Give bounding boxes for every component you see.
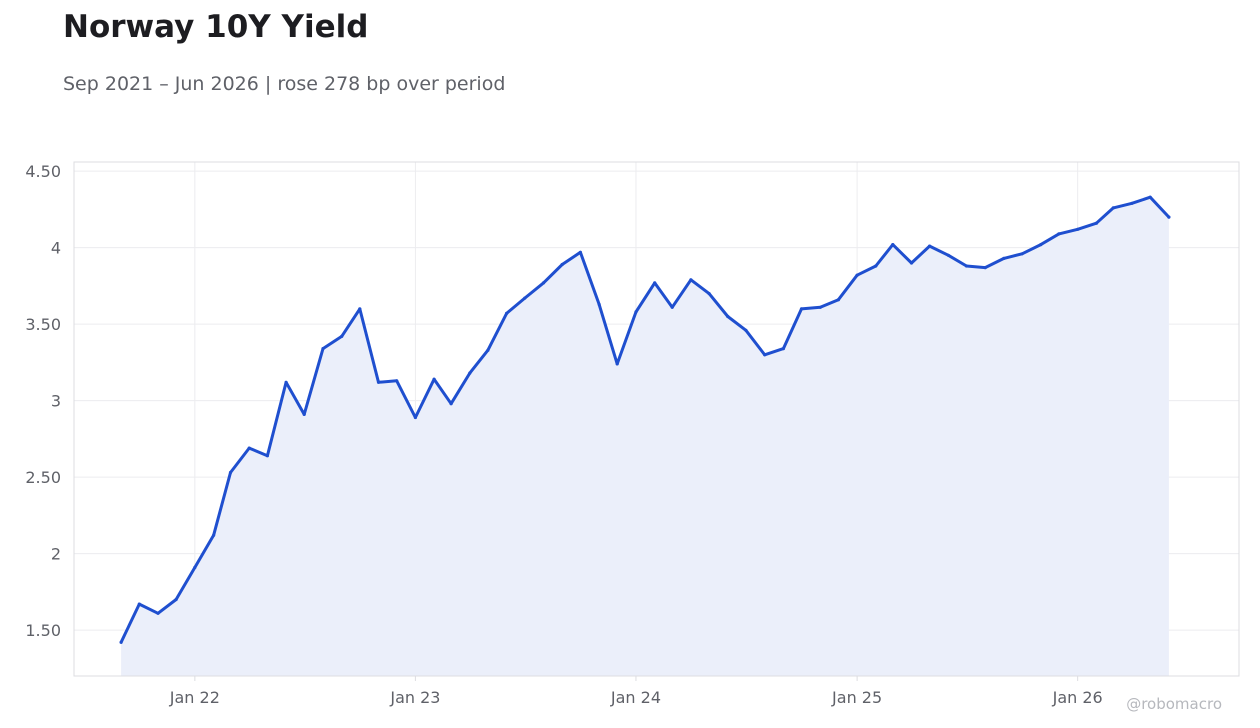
y-tick-label: 2.50 — [25, 468, 61, 487]
series-area — [121, 197, 1169, 676]
data-point — [413, 415, 417, 420]
data-point — [265, 454, 269, 458]
data-point — [909, 261, 914, 265]
data-point — [634, 310, 638, 314]
data-point — [670, 305, 674, 309]
data-point — [1130, 201, 1134, 205]
data-point — [1111, 206, 1115, 210]
data-point — [744, 328, 748, 332]
data-point — [340, 334, 344, 338]
data-point — [763, 353, 767, 357]
x-tick-label: Jan 26 — [1052, 688, 1103, 707]
data-point — [174, 597, 178, 602]
chart-subtitle: Sep 2021 – Jun 2026 | rose 278 bp over p… — [63, 73, 506, 95]
data-point — [653, 281, 657, 285]
data-point — [836, 298, 841, 302]
data-point — [486, 348, 490, 352]
data-point — [247, 446, 251, 450]
x-tick-label: Jan 25 — [831, 688, 882, 707]
plot-frame — [73, 161, 1240, 677]
y-tick-label: 3 — [51, 392, 61, 411]
data-point — [689, 278, 693, 282]
data-point — [707, 292, 711, 296]
data-point — [964, 264, 969, 268]
data-point — [376, 380, 381, 384]
data-point — [119, 640, 123, 644]
data-point — [891, 243, 895, 247]
data-point — [523, 296, 527, 300]
x-tick-label: Jan 22 — [169, 688, 220, 707]
data-point — [1002, 256, 1006, 260]
data-point — [928, 244, 932, 248]
series-line — [119, 195, 1171, 644]
data-point — [284, 380, 288, 384]
data-point — [946, 253, 951, 257]
y-tick-label: 2 — [51, 545, 61, 564]
data-point — [1148, 195, 1152, 199]
y-tick-label: 1.50 — [25, 621, 61, 640]
data-point — [212, 533, 216, 537]
data-point — [1167, 215, 1171, 219]
x-tick-label: Jan 23 — [389, 688, 440, 707]
data-point — [1039, 243, 1043, 247]
data-point — [597, 302, 601, 306]
data-point — [560, 262, 564, 267]
y-tick-label: 4 — [51, 239, 61, 258]
data-point — [726, 314, 730, 319]
data-point — [1094, 221, 1098, 225]
data-point — [321, 347, 325, 351]
data-point — [449, 402, 453, 406]
data-point — [228, 470, 233, 475]
data-point — [799, 307, 804, 311]
y-tick-label: 4.50 — [25, 162, 61, 181]
data-point — [193, 565, 197, 570]
data-point — [432, 377, 436, 381]
data-point — [505, 311, 509, 315]
data-point — [855, 273, 859, 277]
data-point — [578, 250, 583, 254]
data-point — [468, 371, 472, 375]
data-point — [541, 281, 546, 285]
data-point — [781, 347, 786, 351]
data-point — [395, 379, 399, 383]
data-point — [302, 412, 306, 416]
data-point — [137, 602, 141, 606]
chart-title: Norway 10Y Yield — [63, 9, 369, 45]
data-point — [358, 307, 362, 311]
data-point — [874, 264, 878, 268]
data-point — [818, 305, 822, 309]
x-tick-label: Jan 24 — [610, 688, 661, 707]
watermark: @robomacro — [1126, 695, 1222, 713]
data-point — [983, 266, 987, 270]
data-point — [1020, 252, 1024, 256]
data-point — [615, 362, 619, 366]
data-point — [156, 611, 160, 615]
data-point — [1076, 227, 1080, 231]
y-tick-label: 3.50 — [25, 315, 61, 334]
data-point — [1057, 232, 1061, 236]
